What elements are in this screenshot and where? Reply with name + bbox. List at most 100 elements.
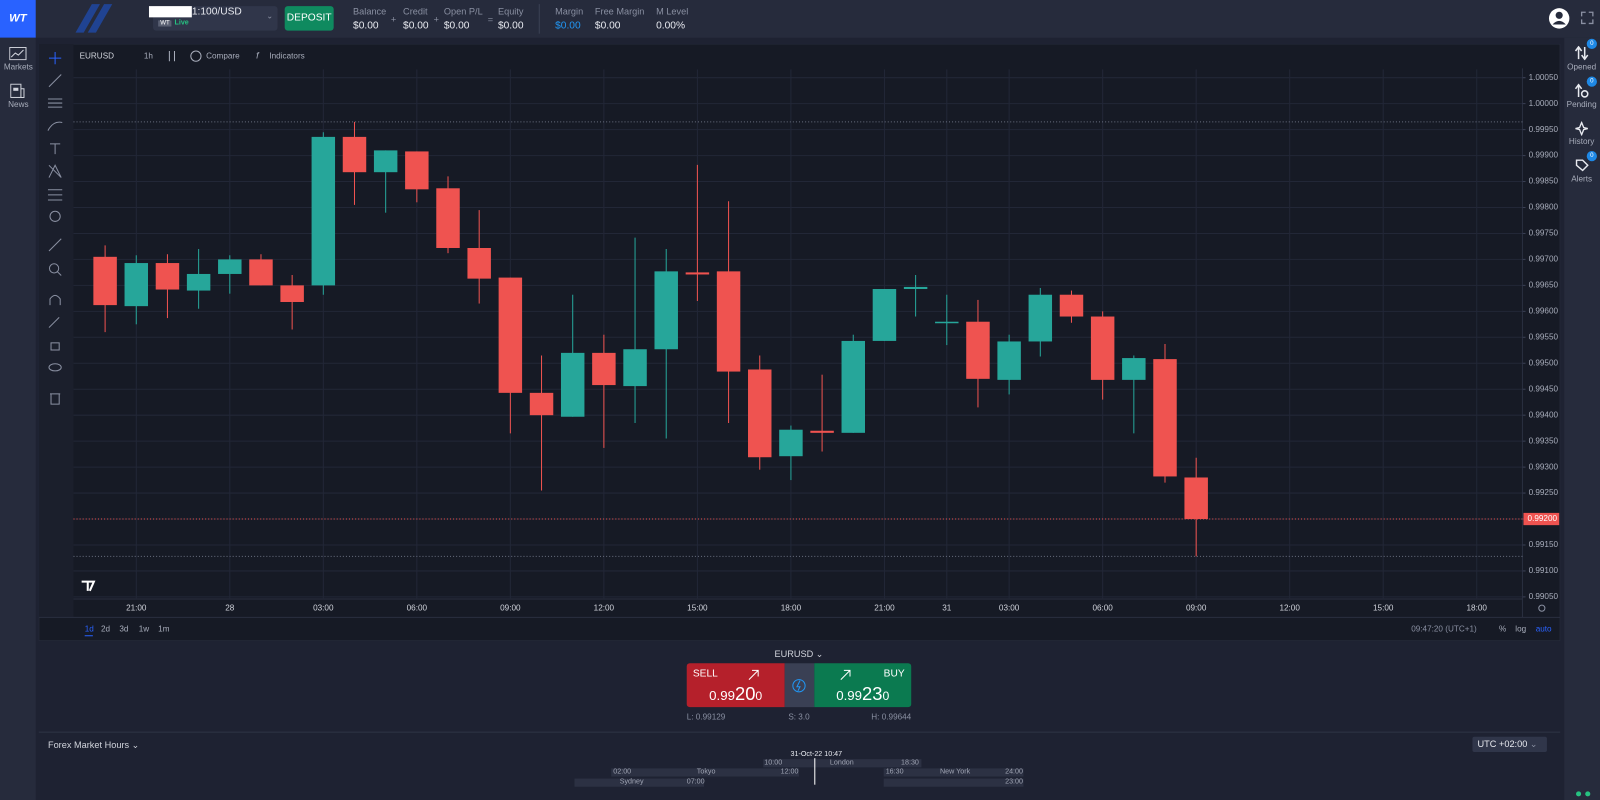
x-tick-label: 03:00	[313, 603, 334, 612]
market-hours-title[interactable]: Forex Market Hours ⌄	[47, 739, 140, 750]
clock: 09:47:20 (UTC+1)	[1411, 625, 1477, 634]
x-tick-label: 12:00	[1279, 603, 1300, 612]
session-close: 07:00	[686, 778, 705, 786]
nav-label[interactable]: Opened	[1567, 62, 1597, 72]
dropdown-arrow: ⌄	[266, 11, 274, 21]
one-click-toggle[interactable]	[784, 663, 815, 708]
y-tick-label: 0.99050	[1529, 592, 1559, 601]
x-tick-label: 18:00	[1467, 603, 1488, 612]
candle-body	[93, 256, 117, 306]
candle-body	[1090, 316, 1115, 380]
candle-body	[779, 429, 803, 457]
stat-value: $0.00	[353, 20, 379, 32]
history-icon[interactable]	[1574, 121, 1588, 136]
timezone: UTC +02:00	[1477, 738, 1528, 749]
brand-mark	[75, 4, 113, 33]
operator: +	[390, 14, 397, 25]
candle-body	[935, 321, 959, 324]
candle-body	[498, 277, 523, 393]
sell-price: 0.99200	[687, 684, 785, 705]
interval[interactable]: 1h	[144, 51, 153, 60]
x-tick-label: 09:00	[500, 603, 521, 612]
news-icon[interactable]	[10, 83, 25, 98]
separator	[538, 4, 540, 34]
session-bar	[883, 778, 1024, 787]
auto-toggle[interactable]: auto	[1536, 625, 1552, 634]
x-tick-label: 31	[942, 603, 952, 612]
nav-label[interactable]: Pending	[1566, 99, 1597, 110]
x-tick-label: 15:00	[687, 603, 708, 612]
x-tick-label: 06:00	[1092, 603, 1113, 612]
candle-body	[124, 263, 149, 307]
candle-type-icon[interactable]	[168, 51, 175, 62]
stat-value: 0.00%	[656, 20, 686, 32]
symbol[interactable]: EURUSD	[80, 51, 115, 60]
nav-label[interactable]: Markets	[3, 62, 33, 72]
deposit-button[interactable]: DEPOSIT	[284, 6, 334, 31]
session-open: 16:30	[885, 768, 904, 776]
chart: EURUSD 1h Compare f Indicators 1d 2d 3d …	[38, 43, 1561, 641]
stat-label: M Level	[656, 6, 689, 17]
opened-icon[interactable]	[1574, 45, 1589, 61]
x-tick-label: 15:00	[1373, 603, 1394, 612]
session-open: 02:00	[613, 768, 632, 776]
pending-icon[interactable]	[1574, 83, 1589, 98]
nav-label[interactable]: History	[1568, 136, 1595, 146]
buy-button[interactable]	[814, 663, 912, 708]
y-tick-label: 0.99300	[1529, 462, 1559, 471]
settings-icon[interactable]	[1538, 604, 1546, 612]
candle-body	[1059, 294, 1084, 317]
one-click-icon	[792, 679, 806, 693]
percent-toggle[interactable]: %	[1499, 625, 1506, 634]
y-tick-label: 0.99750	[1529, 229, 1559, 238]
spread: S: 3.0	[788, 712, 810, 722]
sell-button[interactable]	[686, 663, 785, 708]
indicators-icon[interactable]: f	[256, 51, 260, 61]
markets-icon[interactable]	[9, 46, 27, 61]
price-part: 0.99	[709, 687, 735, 704]
logo[interactable]: WT	[0, 0, 36, 38]
x-tick-label: 03:00	[999, 603, 1020, 612]
stat-label: Equity	[497, 6, 524, 17]
session-high: H: 0.99644	[871, 712, 912, 722]
user-icon[interactable]	[1548, 7, 1570, 29]
session-close: 18:30	[901, 759, 919, 767]
status-dots	[1576, 791, 1591, 797]
range-button[interactable]: 1d	[85, 625, 95, 634]
nav-label[interactable]: Alerts	[1571, 174, 1593, 184]
now-marker	[814, 758, 816, 785]
session-name: London	[829, 759, 854, 767]
compare-icon[interactable]	[190, 50, 202, 62]
price-part: 20	[734, 683, 756, 705]
candle-body	[623, 349, 647, 387]
tv-logo	[81, 580, 96, 592]
range-button[interactable]: 1w	[139, 625, 150, 634]
candle-body	[1184, 477, 1208, 520]
range-button[interactable]: 3d	[119, 625, 129, 634]
y-tick-label: 0.99900	[1529, 151, 1559, 160]
price-part: 0	[755, 688, 763, 704]
range-button[interactable]: 1m	[158, 625, 170, 634]
timezone-select[interactable]: UTC +02:00 ⌄	[1472, 736, 1547, 753]
log-toggle[interactable]: log	[1515, 625, 1526, 634]
trade-symbol[interactable]: EURUSD ⌄	[774, 648, 824, 660]
stat-value: $0.00	[555, 20, 581, 32]
stat-value: $0.00	[497, 20, 524, 32]
indicators-button[interactable]: Indicators	[269, 51, 304, 60]
session-bar	[574, 778, 705, 787]
chart-frame	[38, 43, 1561, 641]
left-sidebar	[0, 37, 36, 800]
last-price-box	[1523, 512, 1560, 526]
x-tick-label: 28	[225, 603, 235, 612]
drawing-tools[interactable]	[47, 52, 63, 405]
stat-label: Credit	[403, 6, 428, 17]
candle-body	[592, 352, 616, 386]
y-tick-label: 0.99800	[1529, 203, 1559, 212]
now-label: 31-Oct-22 10:47	[790, 751, 843, 759]
y-tick-label: 1.00000	[1529, 99, 1559, 108]
compare-button[interactable]: Compare	[206, 51, 240, 60]
alerts-icon[interactable]	[1574, 158, 1589, 172]
range-button[interactable]: 2d	[101, 625, 111, 634]
fullscreen-icon[interactable]	[1580, 11, 1594, 25]
nav-label[interactable]: News	[8, 99, 29, 110]
